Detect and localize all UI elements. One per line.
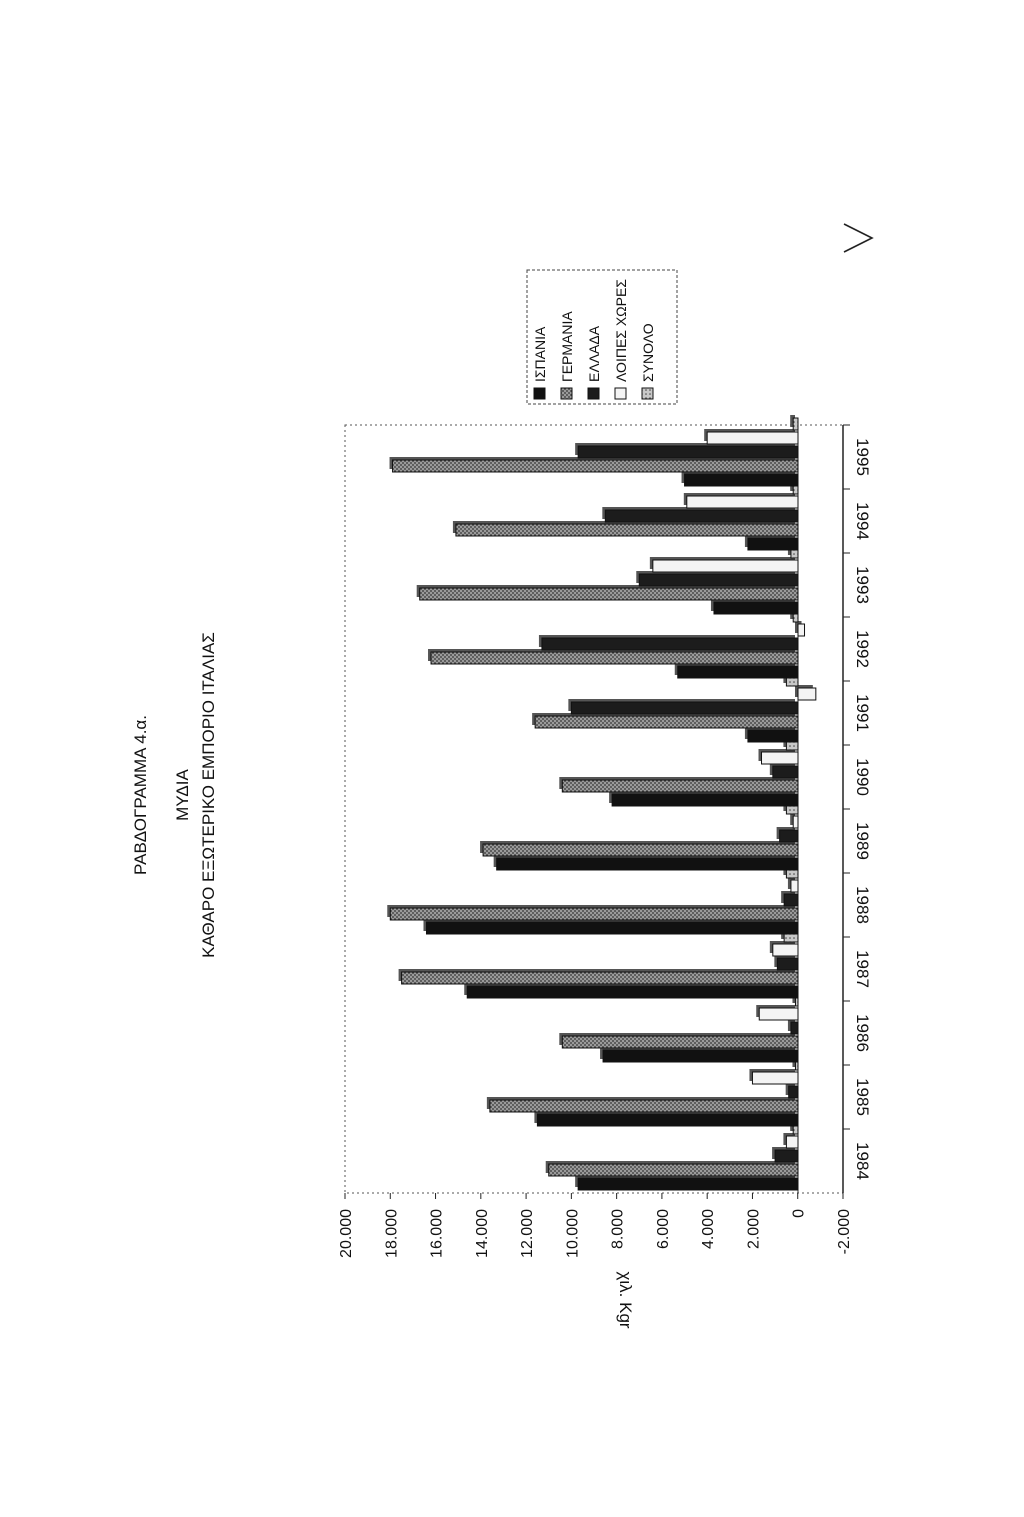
x-tick-label: 1987 xyxy=(853,950,872,988)
x-tick-label: 1989 xyxy=(853,822,872,860)
legend-label: ΙΣΠΑΝΙΑ xyxy=(532,326,548,382)
bar xyxy=(706,431,799,445)
bar xyxy=(772,943,799,957)
bar xyxy=(577,445,799,459)
x-tick-label: 1992 xyxy=(853,630,872,668)
legend: ΙΣΠΑΝΙΑ ΓΕΡΜΑΝΙΑ ΕΛΛΑΔΑ ΛΟΙΠΕΣ ΧΩΡΕΣ ΣΥΝΟΛΟ xyxy=(526,269,678,405)
bar xyxy=(489,1099,799,1113)
chart-title-line1: ΜΥΔΙΑ xyxy=(173,769,192,821)
bar xyxy=(686,495,799,509)
bar xyxy=(548,1163,799,1177)
bar xyxy=(389,907,799,921)
bar xyxy=(783,893,799,907)
x-tick-label: 1995 xyxy=(853,438,872,476)
bar xyxy=(779,829,799,843)
y-tick-label: -2.000 xyxy=(836,1209,853,1254)
bar-shadow xyxy=(790,415,795,427)
bar xyxy=(455,523,799,537)
y-tick-label: 2.000 xyxy=(745,1209,762,1249)
x-tick-label: 1986 xyxy=(853,1014,872,1052)
bar xyxy=(758,1007,799,1021)
bar-shadow xyxy=(790,813,795,825)
bar xyxy=(604,509,799,523)
bar xyxy=(561,779,799,793)
y-tick-label: 14.000 xyxy=(474,1209,491,1258)
bar xyxy=(677,665,799,679)
legend-label: ΕΛΛΑΔΑ xyxy=(586,325,602,382)
y-tick-label: 8.000 xyxy=(610,1209,627,1249)
bar xyxy=(788,1085,799,1099)
bar xyxy=(611,793,799,807)
bar xyxy=(577,1177,799,1191)
bar xyxy=(772,765,799,779)
chart-title-line2: ΚΑΘΑΡΟ ΕΞΩΤΕΡΙΚΟ ΕΜΠΟΡΙΟ ΙΤΑΛΙΑΣ xyxy=(199,632,218,958)
x-tick-label: 1993 xyxy=(853,566,872,604)
y-tick-label: 18.000 xyxy=(383,1209,400,1258)
y-tick-label: 20.000 xyxy=(338,1209,355,1258)
bar xyxy=(776,957,799,971)
bar xyxy=(602,1049,799,1063)
corner-mark-icon xyxy=(843,223,874,253)
bar xyxy=(713,601,799,615)
legend-box xyxy=(526,269,678,405)
x-tick-label: 1991 xyxy=(853,694,872,732)
bar xyxy=(790,1021,799,1035)
x-tick-label: 1985 xyxy=(853,1078,872,1116)
y-axis-label: χιλ. Κgr xyxy=(616,1271,635,1328)
bar xyxy=(534,715,799,729)
bar xyxy=(570,701,799,715)
y-tick-label: 4.000 xyxy=(700,1209,717,1249)
legend-label: ΛΟΙΠΕΣ ΧΩΡΕΣ xyxy=(613,279,629,382)
plot-area: -2.000 0 2.000 4.000 6.000 8.000 10.000 12.000 1… xyxy=(338,415,872,1258)
bar xyxy=(425,921,799,935)
legend-label: ΓΕΡΜΑΝΙΑ xyxy=(559,311,575,382)
bar xyxy=(797,687,817,701)
bar xyxy=(747,729,799,743)
bar xyxy=(430,651,799,665)
bar xyxy=(419,587,799,601)
bar xyxy=(652,559,799,573)
bar xyxy=(536,1113,799,1127)
legend-swatch xyxy=(533,387,546,400)
legend-swatch xyxy=(641,387,654,400)
bar xyxy=(797,623,806,637)
bar xyxy=(774,1149,799,1163)
x-tick-label: 1994 xyxy=(853,502,872,540)
y-tick-label: 10.000 xyxy=(564,1209,581,1258)
bar xyxy=(638,573,799,587)
bar xyxy=(790,879,799,893)
bar xyxy=(792,815,799,829)
bar xyxy=(496,857,799,871)
bar xyxy=(751,1071,799,1085)
bar xyxy=(401,971,799,985)
bar xyxy=(541,637,799,651)
x-tick-label: 1984 xyxy=(853,1142,872,1180)
y-tick-label: 16.000 xyxy=(429,1209,446,1258)
x-tick-label: 1988 xyxy=(853,886,872,924)
y-tick-label: 12.000 xyxy=(519,1209,536,1258)
legend-label: ΣΥΝΟΛΟ xyxy=(640,323,656,382)
bar xyxy=(466,985,799,999)
bar xyxy=(792,417,799,431)
legend-swatch xyxy=(614,387,627,400)
bar xyxy=(684,473,799,487)
bar xyxy=(761,751,799,765)
legend-swatch xyxy=(587,387,600,400)
bar xyxy=(482,843,799,857)
bar xyxy=(392,459,799,473)
x-tick-label: 1990 xyxy=(853,758,872,796)
y-tick-label: 0 xyxy=(791,1209,808,1218)
legend-swatch xyxy=(560,387,573,400)
bar xyxy=(785,1135,799,1149)
bar xyxy=(747,537,799,551)
figure-label: ΡΑΒΔΟΓΡΑΜΜΑ 4.α. xyxy=(131,715,150,875)
bar xyxy=(561,1035,799,1049)
y-tick-label: 6.000 xyxy=(655,1209,672,1249)
